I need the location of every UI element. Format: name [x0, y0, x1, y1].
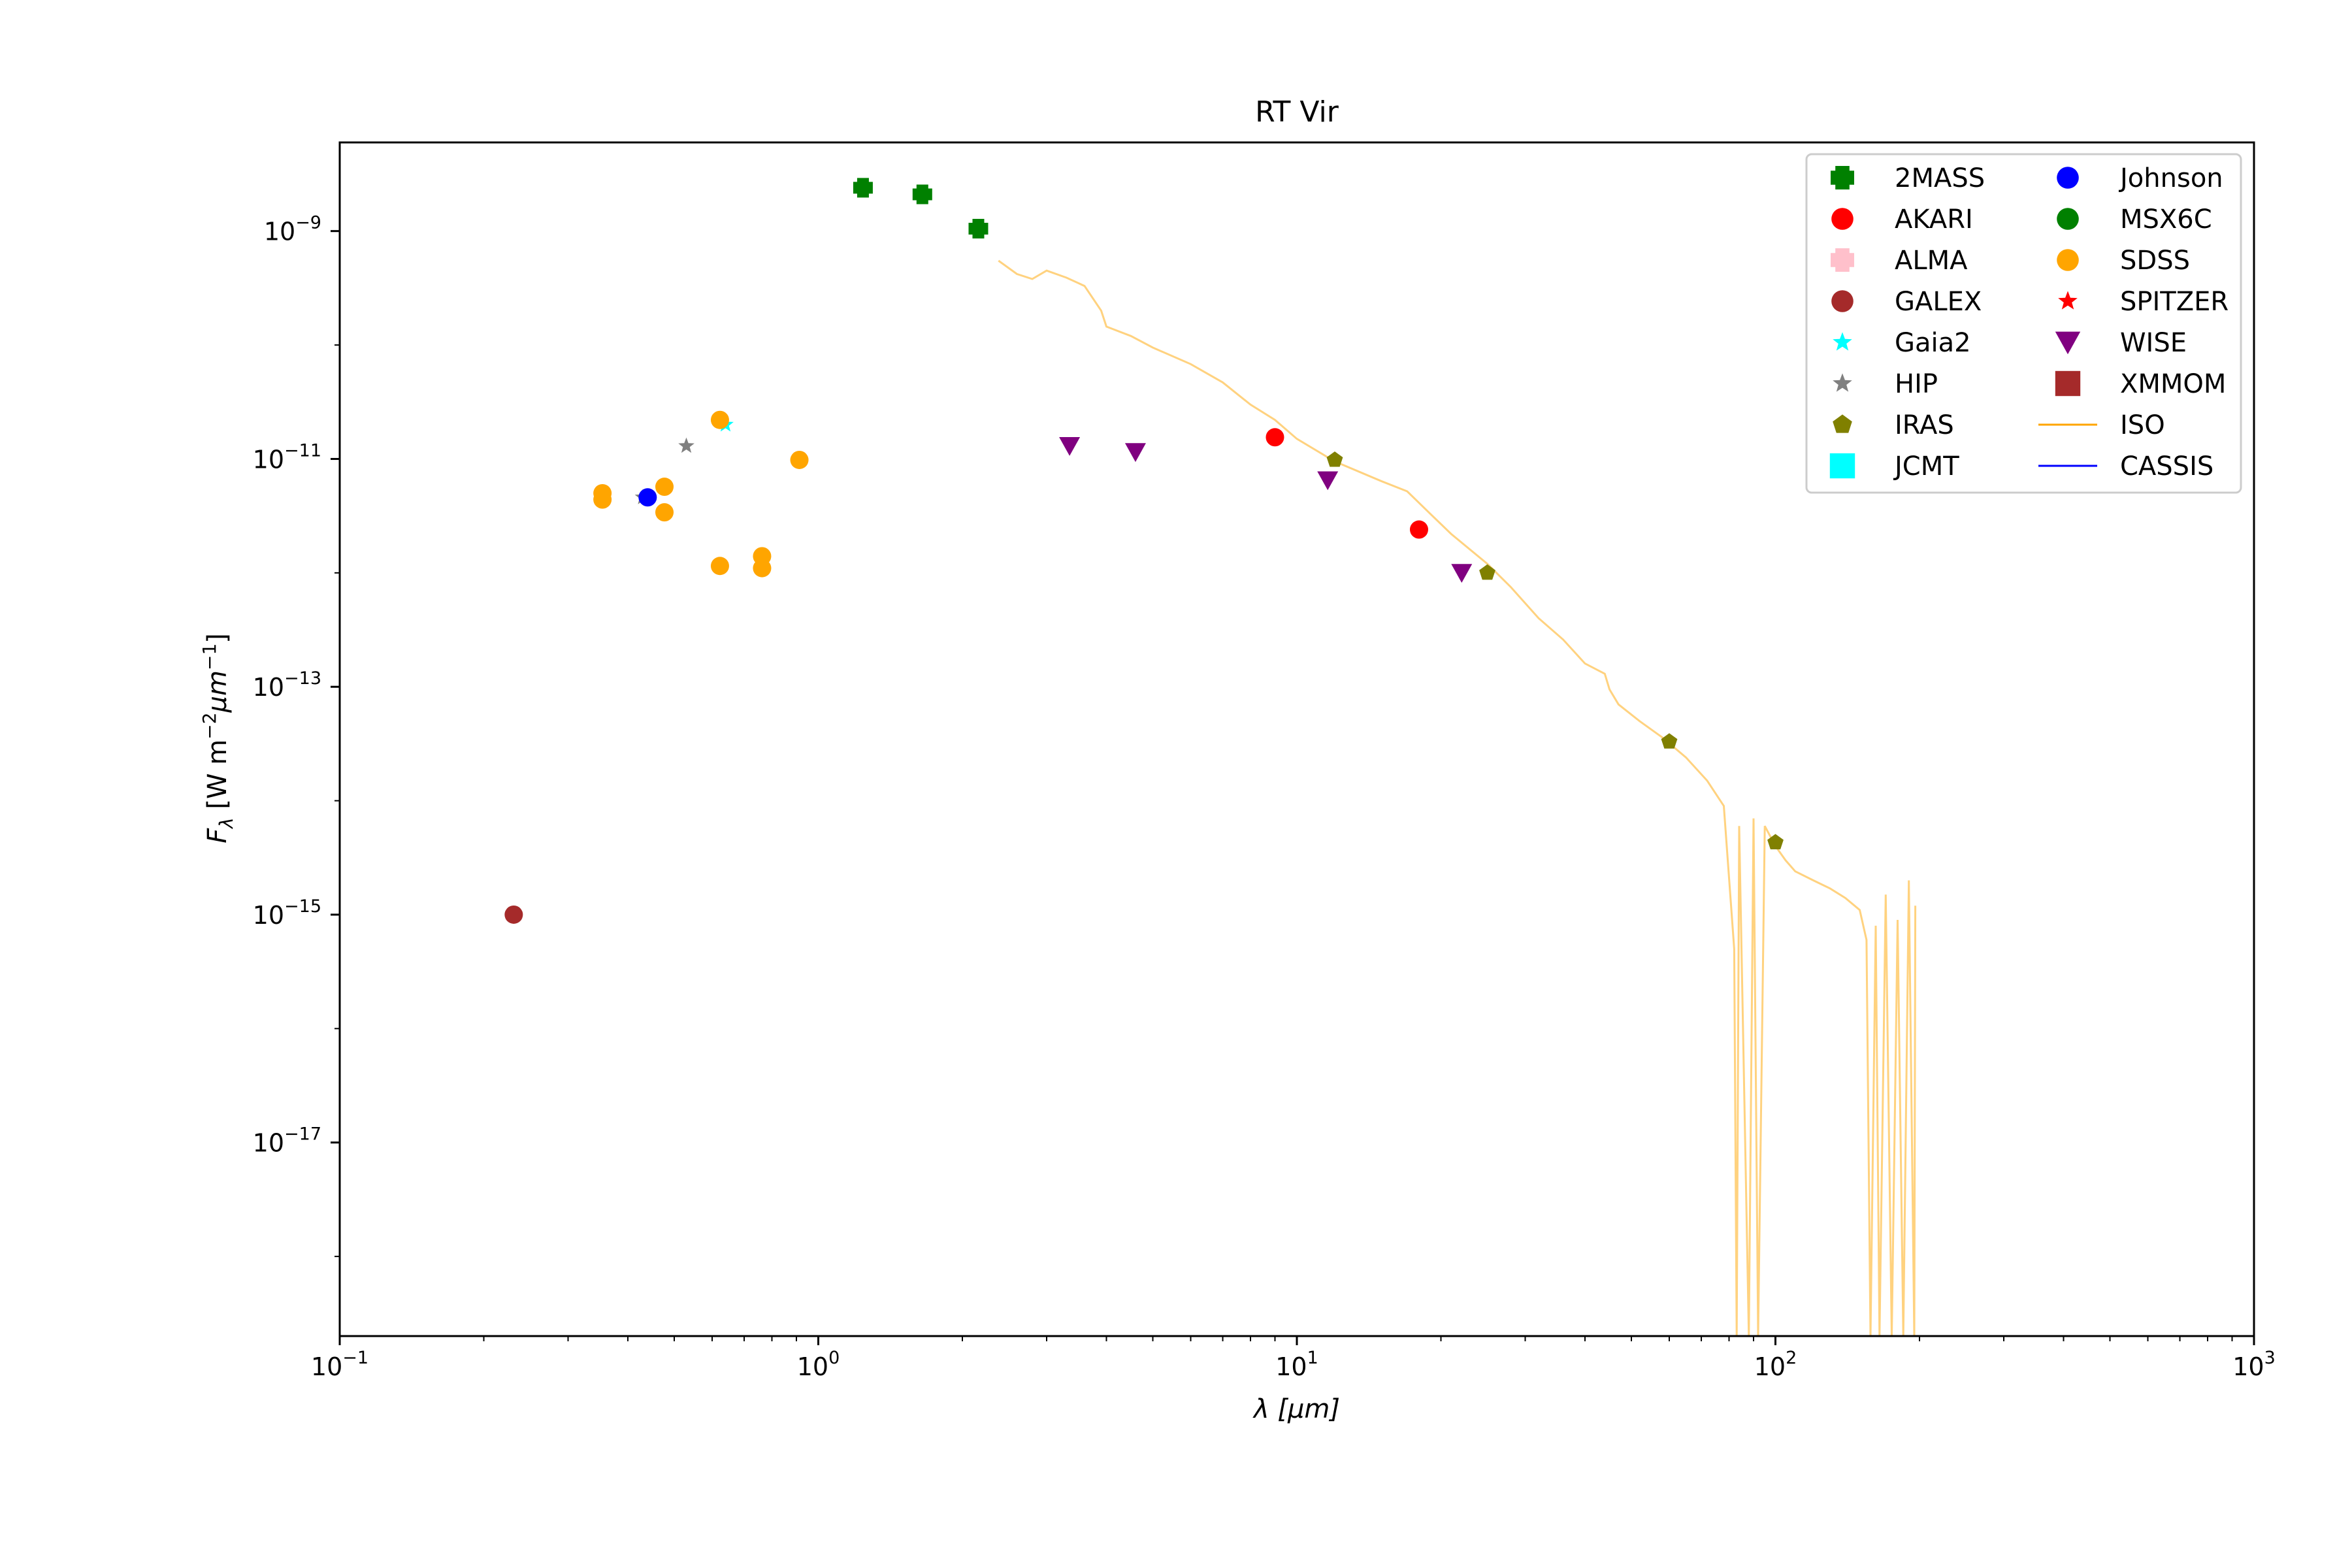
legend-marker-sdss — [2057, 249, 2079, 271]
legend-label-wise: WISE — [2120, 328, 2187, 358]
y-axis-label: Fλ [W m−2μm−1] — [199, 633, 237, 843]
legend-marker-alma — [1831, 248, 1854, 272]
data-point-johnson — [638, 488, 657, 507]
data-point-sdss — [710, 557, 729, 576]
data-point-wise — [1124, 443, 1146, 463]
legend-marker-msx6c — [2057, 208, 2079, 230]
legend-label-msx6c: MSX6C — [2120, 204, 2212, 235]
x-tick-label: 100 — [797, 1348, 840, 1381]
y-tick-label: 10−13 — [253, 668, 321, 702]
legend-marker-wise — [2055, 331, 2081, 355]
data-point-sdss — [593, 490, 612, 509]
data-point-iras — [1479, 564, 1495, 580]
x-tick-label: 10−1 — [311, 1348, 368, 1381]
legend-label-iso: ISO — [2120, 410, 2165, 440]
y-axis: 10−9 10−11 10−13 10−15 10−17 — [253, 213, 340, 1258]
legend-marker-jcmt — [1829, 453, 1855, 479]
x-axis: 10−1 100 101 102 103 — [311, 1336, 2276, 1381]
y-tick-label: 10−15 — [253, 896, 321, 930]
legend-marker-2mass — [1831, 166, 1854, 190]
legend-box — [1805, 153, 2242, 494]
x-tick-label: 103 — [2232, 1348, 2276, 1381]
legend-marker-hip — [1833, 373, 1852, 392]
data-point-wise — [1317, 471, 1339, 491]
spectra-layer — [998, 259, 1917, 1336]
data-point-sdss — [753, 559, 772, 578]
legend-label-alma: ALMA — [1895, 246, 1968, 276]
legend-label-cassis: CASSIS — [2120, 451, 2213, 482]
data-point-akari — [1266, 428, 1284, 447]
photometry-layer — [504, 178, 1784, 924]
legend-label-sdss: SDSS — [2120, 246, 2190, 276]
data-point-iras — [1326, 451, 1343, 467]
data-point-2mass — [968, 218, 988, 238]
legend: 2MASS AKARI ALMA GALEX Gaia2 HIP IRAS JCMT Johns… — [1805, 153, 2242, 494]
legend-label-gaia2: Gaia2 — [1895, 328, 1971, 358]
legend-label-iras: IRAS — [1895, 410, 1954, 440]
x-axis-label: λ [μm] — [1252, 1394, 1340, 1424]
legend-marker-johnson — [2057, 167, 2079, 189]
legend-label-2mass: 2MASS — [1895, 163, 1985, 193]
data-point-sdss — [655, 478, 674, 497]
data-point-2mass — [912, 184, 932, 204]
data-point-2mass — [853, 178, 873, 198]
legend-label-akari: AKARI — [1895, 204, 1973, 235]
data-point-sdss — [790, 450, 809, 469]
y-tick-label: 10−17 — [253, 1124, 321, 1158]
legend-marker-xmmom — [2055, 370, 2081, 397]
legend-marker-akari — [1831, 208, 1854, 230]
data-point-sdss — [655, 503, 674, 522]
data-point-sdss — [710, 410, 729, 429]
data-point-akari — [1409, 520, 1428, 539]
legend-label-johnson: Johnson — [2118, 163, 2223, 193]
legend-marker-iras — [1833, 414, 1852, 433]
data-point-wise — [1059, 436, 1081, 456]
legend-label-galex: GALEX — [1895, 287, 1982, 317]
x-tick-label: 101 — [1275, 1348, 1318, 1381]
legend-marker-galex — [1831, 290, 1854, 312]
legend-label-jcmt: JCMT — [1893, 451, 1959, 482]
legend-label-xmmom: XMMOM — [2120, 369, 2226, 399]
y-tick-label: 10−11 — [253, 440, 321, 474]
data-point-iras — [1661, 733, 1678, 749]
data-point-iras — [1767, 834, 1784, 849]
legend-marker-gaia2 — [1833, 332, 1852, 351]
legend-marker-spitzer — [2058, 291, 2078, 310]
x-tick-label: 102 — [1754, 1348, 1797, 1381]
data-point-wise — [1451, 564, 1473, 583]
y-tick-label: 10−9 — [264, 213, 321, 246]
chart-title: RT Vir — [1255, 95, 1339, 129]
data-point-hip — [678, 437, 694, 453]
spectrum-iso — [998, 259, 1917, 1336]
data-point-galex — [504, 905, 523, 924]
legend-label-hip: HIP — [1895, 369, 1938, 399]
legend-label-spitzer: SPITZER — [2120, 287, 2229, 317]
